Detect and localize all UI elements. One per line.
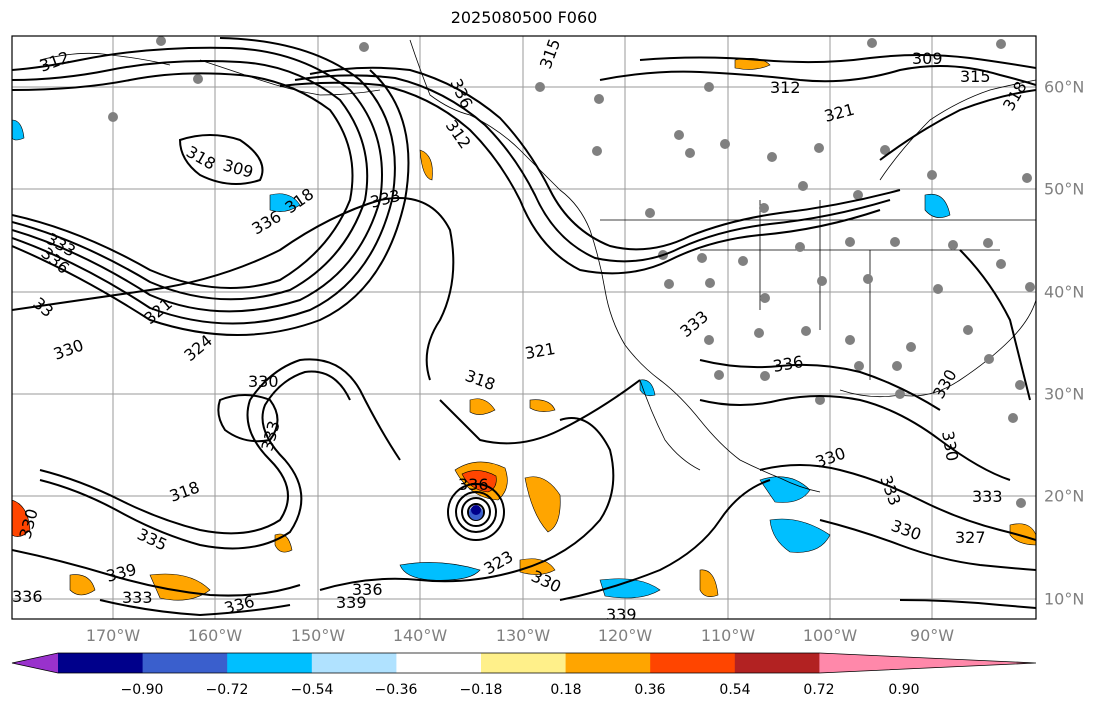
contour-label: 315 (960, 67, 991, 86)
colorbar-segment (142, 653, 228, 673)
colorbar-tick-label: −0.72 (205, 682, 249, 698)
cyclone-core (471, 505, 481, 515)
contour-label: 333 (122, 588, 153, 607)
longitude-label: 150°W (290, 626, 346, 645)
colorbar-tick-label: 0.18 (550, 682, 582, 698)
map-title: 2025080500 F060 (450, 8, 598, 27)
coastlines-and-borders (39, 39, 1036, 493)
latitude-label: 40°N (1044, 282, 1085, 302)
longitude-label: 160°W (187, 626, 243, 645)
colorbar-tick-label: −0.36 (374, 682, 418, 698)
latitude-label: 30°N (1044, 384, 1085, 404)
colorbar-segment (650, 653, 736, 673)
contour-label: 336 (12, 587, 43, 606)
latitude-label: 50°N (1044, 179, 1085, 199)
map-frame (11, 35, 1037, 620)
colorbar (11, 652, 1037, 674)
longitude-label: 90°W (909, 626, 955, 645)
contour-lines (12, 37, 1036, 617)
latitude-label: 20°N (1044, 486, 1085, 506)
colorbar-segment (227, 653, 313, 673)
map-background (12, 36, 1036, 619)
longitude-label: 110°W (700, 626, 756, 645)
colorbar-segment (311, 653, 397, 673)
contour-label: 309 (912, 49, 943, 68)
colorbar-segment (734, 653, 820, 673)
station-dots (108, 36, 1035, 508)
colorbar-outline (11, 652, 1037, 674)
latitude-label: 10°N (1044, 589, 1085, 609)
colorbar-extend-min (12, 653, 58, 673)
longitude-label: 170°W (85, 626, 141, 645)
longitude-label: 100°W (802, 626, 858, 645)
contour-label: 339 (336, 593, 367, 612)
contour-label: 330 (248, 372, 279, 391)
colorbar-segment (481, 653, 567, 673)
shaded-anomaly-patches (12, 58, 1036, 601)
colorbar-tick-label: 0.90 (888, 682, 920, 698)
colorbar-extend-max (819, 653, 1036, 673)
longitude-label: 130°W (495, 626, 551, 645)
contour-label: 333 (972, 487, 1003, 506)
colorbar-tick-label: −0.54 (290, 682, 334, 698)
graticule-lines (12, 36, 1036, 619)
contour-label: 339 (606, 605, 637, 624)
colorbar-tick-label: 0.72 (803, 682, 835, 698)
longitude-label: 120°W (597, 626, 653, 645)
colorbar-segment (58, 653, 144, 673)
colorbar-tick-label: 0.54 (719, 682, 751, 698)
longitude-label: 140°W (392, 626, 448, 645)
colorbar-segment (565, 653, 651, 673)
latitude-label: 60°N (1044, 77, 1085, 97)
contour-label: 336 (352, 580, 383, 599)
contour-label: 312 (770, 78, 801, 97)
colorbar-tick-label: 0.36 (634, 682, 666, 698)
contour-label: 327 (955, 528, 986, 547)
colorbar-segment (396, 653, 482, 673)
contour-label: 336 (458, 475, 489, 494)
colorbar-tick-label: −0.18 (459, 682, 503, 698)
colorbar-tick-label: −0.90 (120, 682, 164, 698)
